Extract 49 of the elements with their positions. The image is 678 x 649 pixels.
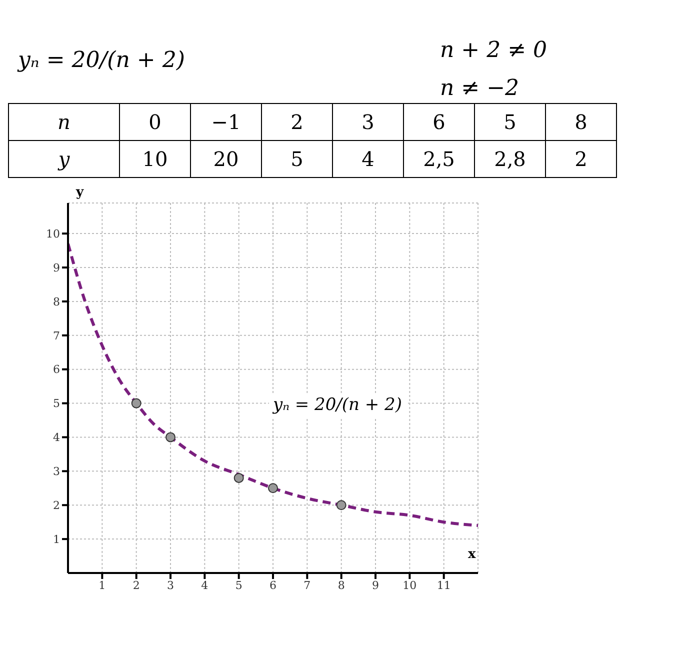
category-label: 0 xyxy=(120,104,190,140)
category-label: 6 xyxy=(404,104,474,140)
x-axis-title: x xyxy=(468,547,476,562)
annotation: yₙ = 20/(n + 2) xyxy=(269,393,406,417)
x-tick-label: 4 xyxy=(201,578,208,592)
x-tick-label: 11 xyxy=(436,578,451,592)
y-tick-label: 1 xyxy=(53,532,60,546)
x-tick-label: 2 xyxy=(132,578,140,592)
category-label: 5 xyxy=(474,104,546,140)
text: 2 xyxy=(574,147,588,171)
category-label: 3 xyxy=(332,104,404,140)
text: n ≠ −2 xyxy=(440,76,520,101)
category-label: 2 xyxy=(262,104,332,140)
y-axis-title: y xyxy=(76,185,84,200)
y-tick-label: 8 xyxy=(53,295,60,308)
category-label: 8 xyxy=(546,104,616,140)
point xyxy=(336,500,346,510)
x-tick-label: 7 xyxy=(304,578,311,592)
y-tick-label: 10 xyxy=(46,227,60,240)
y-tick-label: 7 xyxy=(53,329,60,342)
line-series xyxy=(68,242,478,527)
x-tick-label: 5 xyxy=(235,578,242,592)
y-tick-label: 3 xyxy=(53,465,60,478)
y-tick-label: 4 xyxy=(53,431,60,444)
point xyxy=(234,472,244,483)
y-tick-label: 9 xyxy=(53,261,60,274)
x-tick-label: 9 xyxy=(372,578,379,592)
category-label: −1 xyxy=(190,104,262,140)
point xyxy=(268,483,278,494)
x-tick-label: 6 xyxy=(270,578,276,592)
point xyxy=(165,432,176,442)
text: 5 xyxy=(290,147,304,171)
text: yₙ = 20/(n + 2) xyxy=(18,48,185,73)
y-tick-label: 2 xyxy=(53,499,60,512)
y-tick-label: 5 xyxy=(53,397,60,410)
text: 20 xyxy=(213,147,239,171)
text: 2,8 xyxy=(494,147,526,171)
x-tick-label: 1 xyxy=(98,578,106,592)
x-tick-label: 3 xyxy=(167,578,174,592)
text: 10 xyxy=(142,147,168,171)
text: n + 2 ≠ 0 xyxy=(440,38,548,63)
text: 4 xyxy=(362,147,374,171)
point xyxy=(131,398,142,408)
text: 2,5 xyxy=(423,147,455,171)
text: y xyxy=(8,140,120,178)
y-tick-label: 6 xyxy=(53,363,60,376)
text: n xyxy=(8,104,120,140)
x-tick-label: 10 xyxy=(402,578,417,592)
x-tick-label: 8 xyxy=(338,578,345,592)
